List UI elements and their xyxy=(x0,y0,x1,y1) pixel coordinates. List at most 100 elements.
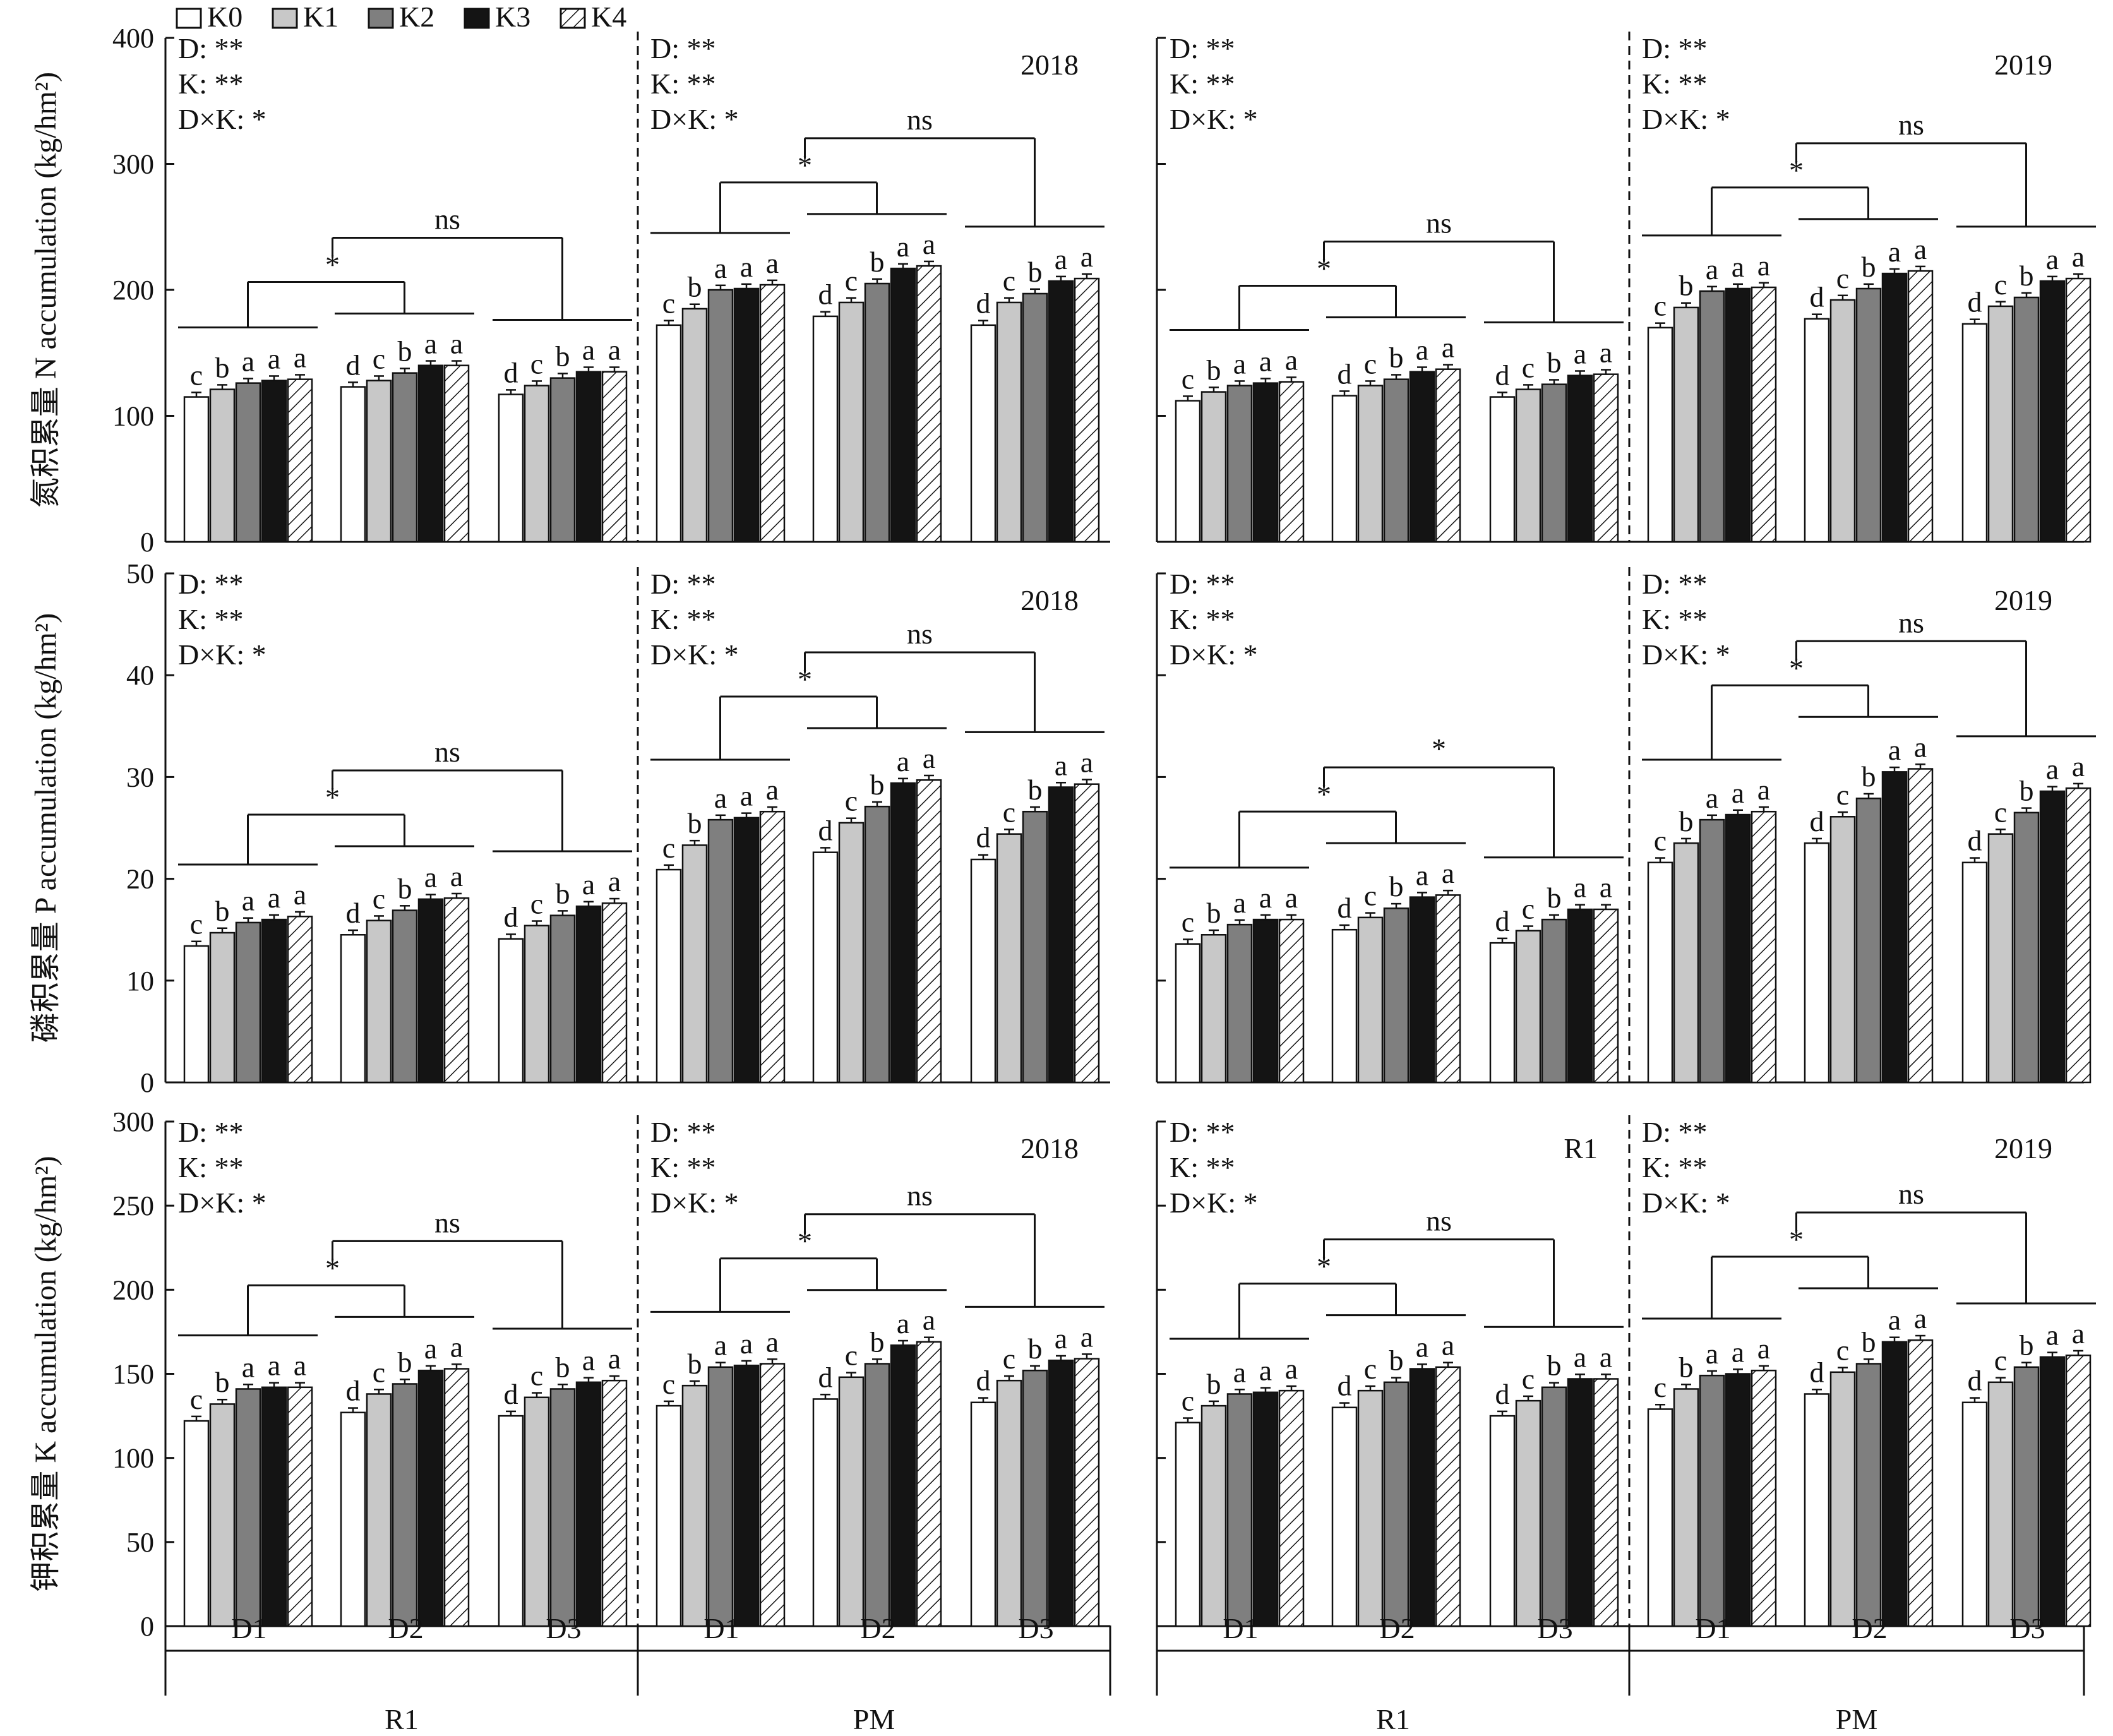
significance-letter: c xyxy=(1003,1343,1015,1375)
significance-letter: b xyxy=(1028,774,1043,806)
comparison-label: * xyxy=(1317,253,1331,285)
bar-K4-D2 xyxy=(1435,368,1461,543)
bar-K1-D3 xyxy=(524,385,550,543)
panel-year-label: 2019 xyxy=(1994,584,2052,616)
significance-letter: d xyxy=(818,1361,833,1393)
bar-K0-D2 xyxy=(812,1398,839,1627)
legend-swatch-K0 xyxy=(176,8,202,29)
bar-K4-D2 xyxy=(916,1341,942,1627)
bar-K4-D1 xyxy=(287,378,313,543)
significance-letter: a xyxy=(1600,1341,1612,1373)
bar-K3-D2 xyxy=(890,267,916,543)
bar-K0-D2 xyxy=(340,386,366,543)
significance-letter: d xyxy=(1338,892,1352,924)
bar-K2-D3 xyxy=(2013,1366,2040,1627)
significance-letter: a xyxy=(766,1326,779,1358)
comparison-label: ns xyxy=(1426,207,1452,239)
significance-letter: a xyxy=(242,345,254,377)
significance-letter: a xyxy=(1416,333,1428,366)
bar-K3-D1 xyxy=(1252,382,1279,543)
bar-K3-D2 xyxy=(417,1369,444,1627)
y-tick-label: 50 xyxy=(126,1527,154,1558)
significance-letter: d xyxy=(1495,905,1510,937)
significance-letter: a xyxy=(2072,750,2085,782)
comparison-label: ns xyxy=(1898,1178,1924,1210)
y-tick-label: 30 xyxy=(126,762,154,793)
significance-letter: a xyxy=(1233,347,1246,380)
significance-letter: c xyxy=(845,785,858,817)
significance-letter: b xyxy=(688,1348,702,1380)
anova-annotation: D×K: * xyxy=(650,638,739,671)
significance-letter: b xyxy=(215,1366,230,1398)
bar-K3-D3 xyxy=(575,905,602,1084)
significance-letter: c xyxy=(530,887,543,919)
bar-K3-D2 xyxy=(1881,1341,1908,1627)
bar-K2-D3 xyxy=(1022,292,1048,543)
significance-letter: a xyxy=(582,1344,595,1377)
significance-letter: a xyxy=(714,1329,727,1362)
significance-letter: b xyxy=(1862,251,1876,283)
bar-K0-D3 xyxy=(1489,1415,1516,1627)
anova-annotation: D×K: * xyxy=(650,103,739,135)
bar-K4-D2 xyxy=(916,779,942,1084)
bar-K1-D2 xyxy=(838,1376,865,1627)
bar-K2-D3 xyxy=(2013,296,2040,543)
x-group-label: D3 xyxy=(2009,1612,2045,1644)
bar-K1-D1 xyxy=(681,308,708,543)
bar-K1-D3 xyxy=(524,925,550,1084)
x-group-label: D2 xyxy=(860,1612,895,1644)
y-tick-label: 250 xyxy=(112,1190,154,1221)
y-tick-label: 0 xyxy=(140,1611,154,1642)
comparison-label: ns xyxy=(907,104,933,136)
significance-letter: a xyxy=(1732,1336,1744,1368)
significance-letter: c xyxy=(530,1360,543,1392)
anova-annotation: D: ** xyxy=(178,32,244,64)
significance-letter: b xyxy=(870,1326,885,1358)
significance-letter: c xyxy=(1364,347,1377,380)
significance-letter: d xyxy=(504,356,518,388)
bar-K1-D3 xyxy=(1987,833,2014,1084)
bar-K4-D2 xyxy=(443,1368,470,1627)
bar-K1-D2 xyxy=(1829,299,1856,543)
significance-letter: d xyxy=(1810,805,1824,837)
anova-annotation: K: ** xyxy=(650,68,716,100)
significance-letter: b xyxy=(556,340,570,372)
bar-K3-D3 xyxy=(1048,280,1074,543)
bar-K4-D3 xyxy=(1074,277,1100,543)
bar-K4-D2 xyxy=(1907,768,1934,1084)
significance-letter: a xyxy=(582,868,595,901)
significance-letter: a xyxy=(1732,777,1744,809)
bar-K0-D3 xyxy=(1961,1401,1988,1627)
anova-annotation: K: ** xyxy=(650,1151,716,1183)
bar-K3-D1 xyxy=(261,918,287,1084)
bar-K2-D3 xyxy=(1541,1386,1567,1627)
bar-K2-D2 xyxy=(1383,378,1410,543)
bar-K3-D2 xyxy=(1409,371,1435,543)
significance-letter: d xyxy=(1338,1370,1352,1402)
stage-label: PM xyxy=(853,1703,895,1735)
significance-letter: b xyxy=(1389,341,1404,373)
bar-K4-D3 xyxy=(601,902,628,1084)
significance-letter: a xyxy=(1259,345,1272,377)
significance-letter: a xyxy=(740,780,753,812)
panel-year-label: 2018 xyxy=(1021,49,1079,81)
significance-letter: a xyxy=(766,774,779,806)
significance-letter: d xyxy=(1968,286,1982,318)
significance-letter: c xyxy=(1836,262,1849,294)
significance-letter: c xyxy=(845,265,858,297)
significance-letter: a xyxy=(1757,774,1770,806)
significance-letter: a xyxy=(1416,859,1428,891)
comparison-label: * xyxy=(1317,1250,1331,1283)
anova-annotation: D: ** xyxy=(1642,568,1708,600)
significance-letter: d xyxy=(1495,359,1510,391)
significance-letter: b xyxy=(1679,1351,1694,1383)
significance-letter: b xyxy=(398,335,412,367)
y-tick-label: 300 xyxy=(112,149,154,180)
significance-letter: a xyxy=(1442,857,1454,889)
bar-K0-D3 xyxy=(1489,396,1516,543)
bar-K3-D1 xyxy=(1252,918,1279,1084)
bar-K2-D2 xyxy=(1855,287,1882,543)
